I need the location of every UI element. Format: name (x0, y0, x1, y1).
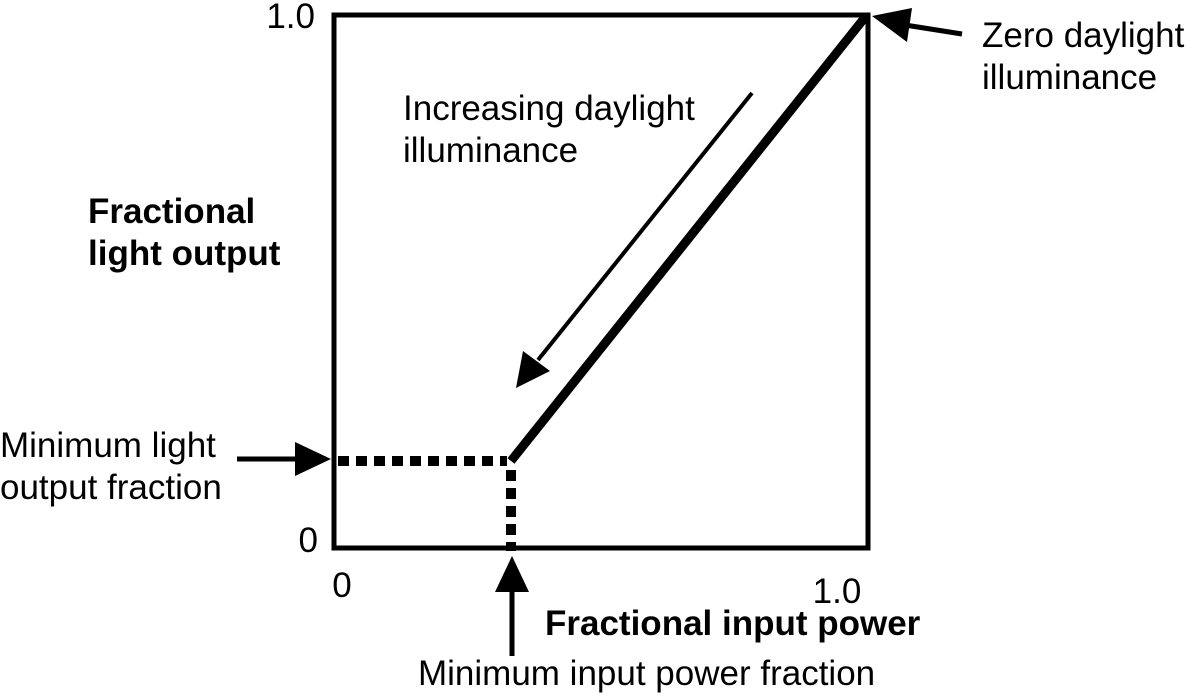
dimming-response-line (507, 13, 870, 464)
increasing-daylight-arrow (516, 91, 754, 388)
annotation-zero-daylight: Zero daylight illuminance (982, 16, 1185, 97)
y-axis-title: Fractional light output (88, 192, 281, 273)
annotation-min-input-power: Minimum input power fraction (418, 654, 876, 693)
x-tick-1.0: 1.0 (812, 572, 862, 611)
x-tick-0: 0 (332, 566, 352, 605)
annotation-min-light-output: Minimum light output fraction (0, 426, 222, 507)
zero-daylight-arrow (872, 8, 963, 42)
annotation-increasing-daylight: Increasing daylight illuminance (403, 89, 695, 170)
y-tick-1.0: 1.0 (266, 0, 315, 36)
min-light-output-arrow (237, 442, 331, 476)
min-input-power-arrow (495, 556, 529, 656)
plot-box (331, 12, 871, 551)
x-axis-title: Fractional input power (545, 604, 921, 643)
y-tick-0: 0 (298, 521, 318, 560)
